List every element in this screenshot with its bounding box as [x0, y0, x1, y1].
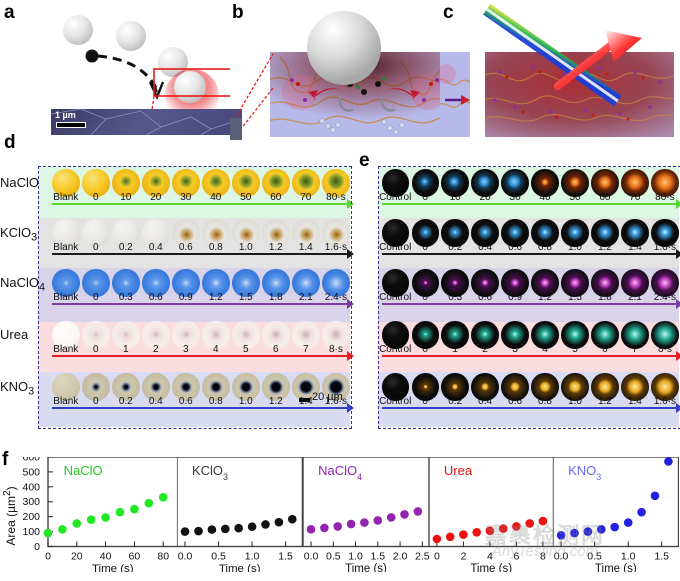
- svg-text:2.5: 2.5: [415, 551, 429, 563]
- svg-text:2.0: 2.0: [392, 551, 407, 563]
- svg-text:NaClO4: NaClO4: [318, 463, 362, 482]
- svg-text:1.0: 1.0: [245, 552, 260, 563]
- svg-text:0: 0: [434, 551, 440, 563]
- svg-text:1.5: 1.5: [654, 551, 669, 563]
- svg-text:40: 40: [99, 552, 111, 563]
- svg-text:Urea: Urea: [443, 463, 472, 478]
- svg-text:KClO3: KClO3: [192, 463, 228, 482]
- svg-text:0.0: 0.0: [178, 552, 193, 563]
- svg-text:Time (s): Time (s): [219, 563, 261, 572]
- svg-text:1.0: 1.0: [348, 551, 363, 563]
- svg-text:60: 60: [128, 552, 140, 563]
- svg-text:KNO3: KNO3: [568, 463, 601, 482]
- svg-text:Time (s): Time (s): [92, 563, 134, 572]
- svg-text:0: 0: [45, 552, 51, 563]
- svg-text:0.0: 0.0: [303, 551, 318, 563]
- svg-text:80: 80: [157, 552, 169, 563]
- svg-text:Time (s): Time (s): [470, 563, 512, 572]
- svg-text:1.5: 1.5: [370, 551, 385, 563]
- svg-text:100: 100: [22, 527, 40, 538]
- svg-text:600: 600: [22, 457, 40, 464]
- svg-text:400: 400: [22, 483, 40, 494]
- svg-text:Time (s): Time (s): [345, 563, 387, 572]
- svg-text:20: 20: [71, 552, 83, 563]
- svg-text:0.5: 0.5: [211, 552, 226, 563]
- svg-text:200: 200: [22, 513, 40, 524]
- svg-text:Time (s): Time (s): [595, 563, 637, 572]
- svg-text:500: 500: [22, 468, 40, 479]
- svg-text:1.5: 1.5: [278, 552, 293, 563]
- svg-text:0.5: 0.5: [326, 551, 341, 563]
- svg-text:0: 0: [34, 542, 40, 553]
- svg-text:NaClO: NaClO: [63, 463, 102, 478]
- svg-text:300: 300: [22, 498, 40, 509]
